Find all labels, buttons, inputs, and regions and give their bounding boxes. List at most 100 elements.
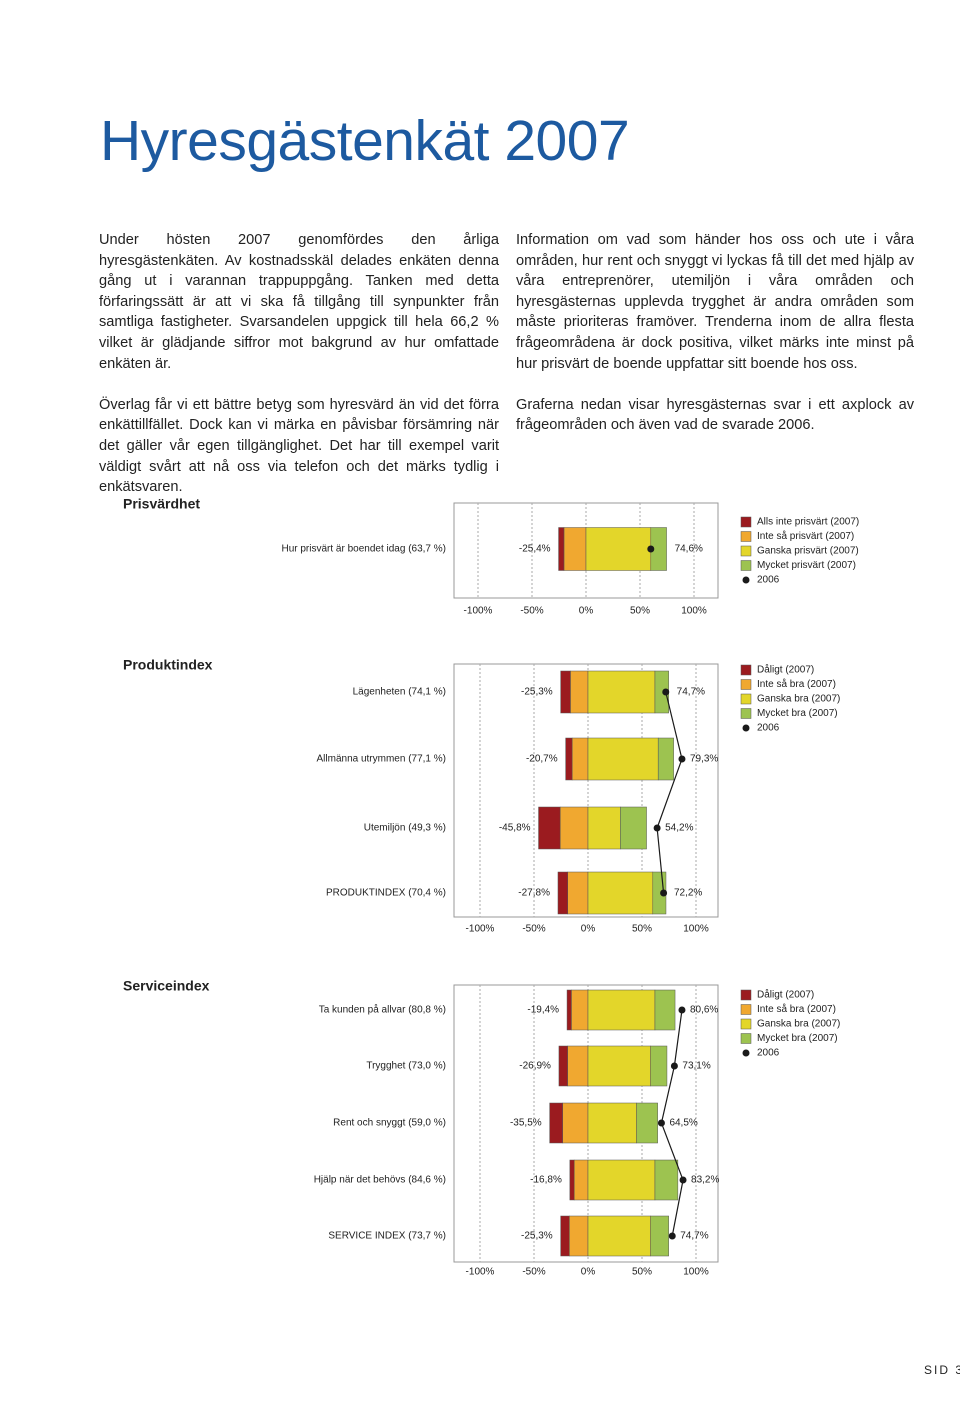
- legend-swatch: [740, 989, 752, 1001]
- legend-label: Inte så bra (2007): [757, 678, 836, 690]
- legend-swatch: [740, 664, 752, 676]
- bar-segment: [560, 670, 571, 714]
- negative-label: -35,5%: [510, 1118, 542, 1129]
- bar-segment: [562, 1102, 589, 1144]
- x-tick-label: -50%: [522, 1267, 545, 1278]
- bar-segment: [620, 806, 647, 850]
- positive-label: 74,7%: [680, 1231, 708, 1242]
- bar-segment: [587, 1045, 651, 1087]
- x-tick-label: 50%: [630, 606, 650, 617]
- paragraph: Överlag får vi ett bättre betyg som hyre…: [99, 396, 499, 496]
- bar-segment: [571, 737, 589, 781]
- negative-label: -25,3%: [521, 1231, 553, 1242]
- x-tick-label: -50%: [522, 924, 545, 935]
- bar-segment: [587, 737, 659, 781]
- paragraph: Graferna nedan visar hyresgästernas svar…: [516, 396, 914, 434]
- legend-swatch: [740, 693, 752, 705]
- positive-label: 74,7%: [677, 687, 705, 698]
- legend-swatch: [740, 516, 752, 528]
- x-tick-label: -100%: [466, 924, 495, 935]
- row-label: Hur prisvärt är boendet idag (63,7 %): [281, 544, 446, 555]
- bar-segment: [587, 670, 656, 714]
- left-column: Under hösten 2007 genomfördes den årliga…: [99, 230, 499, 518]
- legend-label: Mycket bra (2007): [757, 708, 838, 719]
- legend-label: Dåligt (2007): [757, 664, 814, 676]
- bar-segment: [587, 1215, 651, 1257]
- row-label: Ta kunden på allvar (80,8 %): [319, 1004, 446, 1016]
- marker-2006: [662, 688, 670, 696]
- bar-segment: [657, 737, 674, 781]
- section-title: Produktindex: [123, 657, 213, 673]
- x-tick-label: -100%: [466, 1267, 495, 1278]
- row-label: Rent och snyggt (59,0 %): [333, 1118, 446, 1129]
- legend-label: Ganska prisvärt (2007): [757, 546, 859, 557]
- bar-segment: [650, 1215, 669, 1257]
- marker-2006: [657, 1119, 665, 1127]
- bar-segment: [558, 1045, 568, 1087]
- bar-segment: [571, 989, 589, 1031]
- bar-segment: [565, 737, 573, 781]
- bar-segment: [587, 1159, 656, 1201]
- marker-2006: [653, 824, 661, 832]
- bar-segment: [650, 1045, 668, 1087]
- positive-label: 83,2%: [691, 1175, 719, 1186]
- page-title: Hyresgästenkät 2007: [100, 109, 630, 173]
- legend-label: Ganska bra (2007): [757, 694, 840, 705]
- bar-segment: [573, 1159, 589, 1201]
- negative-label: -45,8%: [499, 823, 531, 834]
- legend-label: 2006: [757, 575, 780, 586]
- bar-segment: [587, 1102, 637, 1144]
- positive-label: 79,3%: [690, 754, 718, 765]
- x-tick-label: 0%: [581, 1267, 596, 1278]
- legend-swatch: [742, 1049, 750, 1057]
- positive-label: 64,5%: [669, 1118, 697, 1129]
- row-label: PRODUKTINDEX (70,4 %): [326, 888, 446, 899]
- legend-swatch: [742, 724, 750, 732]
- x-tick-label: 100%: [681, 606, 707, 617]
- row-label: Lägenheten (74,1 %): [353, 687, 446, 698]
- bar-segment: [557, 871, 568, 915]
- row-label: Hjälp när det behövs (84,6 %): [314, 1175, 446, 1186]
- negative-label: -20,7%: [526, 754, 558, 765]
- marker-2006: [678, 755, 686, 763]
- legend-swatch: [742, 576, 750, 584]
- bar-segment: [654, 1159, 679, 1201]
- bar-segment: [549, 1102, 563, 1144]
- section-title: Prisvärdhet: [123, 496, 200, 512]
- row-label: Allmänna utrymmen (77,1 %): [317, 754, 447, 765]
- marker-2006: [679, 1176, 687, 1184]
- bar-segment: [569, 1215, 589, 1257]
- chart-frame: [453, 663, 719, 918]
- negative-label: -25,4%: [519, 544, 551, 555]
- legend-label: Mycket bra (2007): [757, 1033, 838, 1044]
- legend-label: Dåligt (2007): [757, 989, 814, 1001]
- marker-2006: [668, 1232, 676, 1240]
- legend-swatch: [740, 531, 752, 542]
- bar-segment: [587, 806, 621, 850]
- page-number: SID 3: [924, 1363, 960, 1377]
- marker-2006: [647, 545, 655, 553]
- positive-label: 73,1%: [682, 1061, 710, 1072]
- paragraph: Information om vad som händer hos oss oc…: [516, 232, 914, 372]
- bar-segment: [560, 1215, 570, 1257]
- legend-label: Inte så prisvärt (2007): [757, 530, 854, 542]
- legend-label: 2006: [757, 1048, 780, 1059]
- marker-line: [656, 691, 683, 894]
- x-tick-label: 100%: [683, 924, 709, 935]
- positive-label: 54,2%: [665, 823, 693, 834]
- legend-swatch: [740, 1033, 752, 1044]
- x-tick-label: 50%: [632, 924, 652, 935]
- legend-swatch: [740, 560, 752, 571]
- bar-segment: [566, 989, 572, 1031]
- legend-label: Ganska bra (2007): [757, 1019, 840, 1030]
- row-label: Utemiljön (49,3 %): [364, 823, 446, 834]
- marker-2006: [660, 889, 668, 897]
- marker-2006: [678, 1006, 686, 1014]
- bar-segment: [538, 806, 561, 850]
- paragraph: Under hösten 2007 genomfördes den årliga…: [99, 232, 499, 372]
- x-tick-label: 0%: [579, 606, 594, 617]
- legend-swatch: [740, 679, 752, 690]
- row-label: SERVICE INDEX (73,7 %): [328, 1231, 446, 1242]
